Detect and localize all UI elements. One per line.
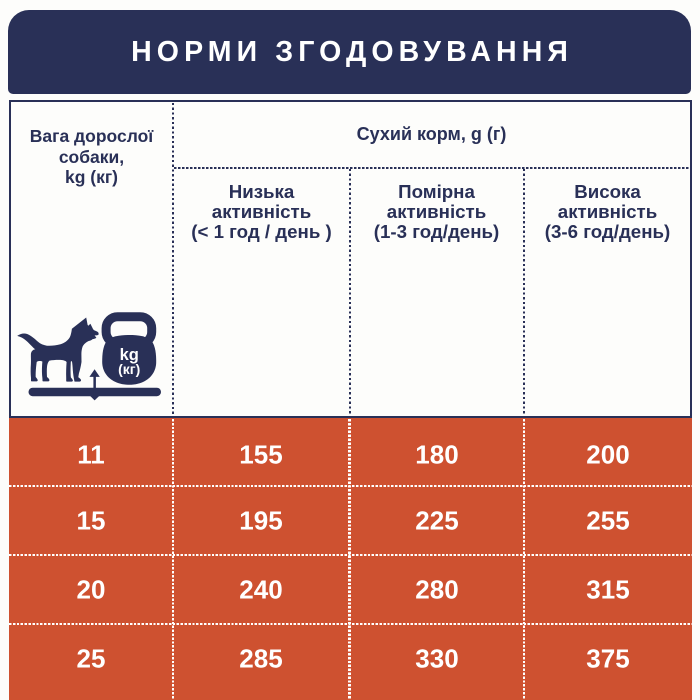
svg-text:kg: kg bbox=[120, 346, 139, 364]
svg-text:(кг): (кг) bbox=[118, 361, 140, 377]
